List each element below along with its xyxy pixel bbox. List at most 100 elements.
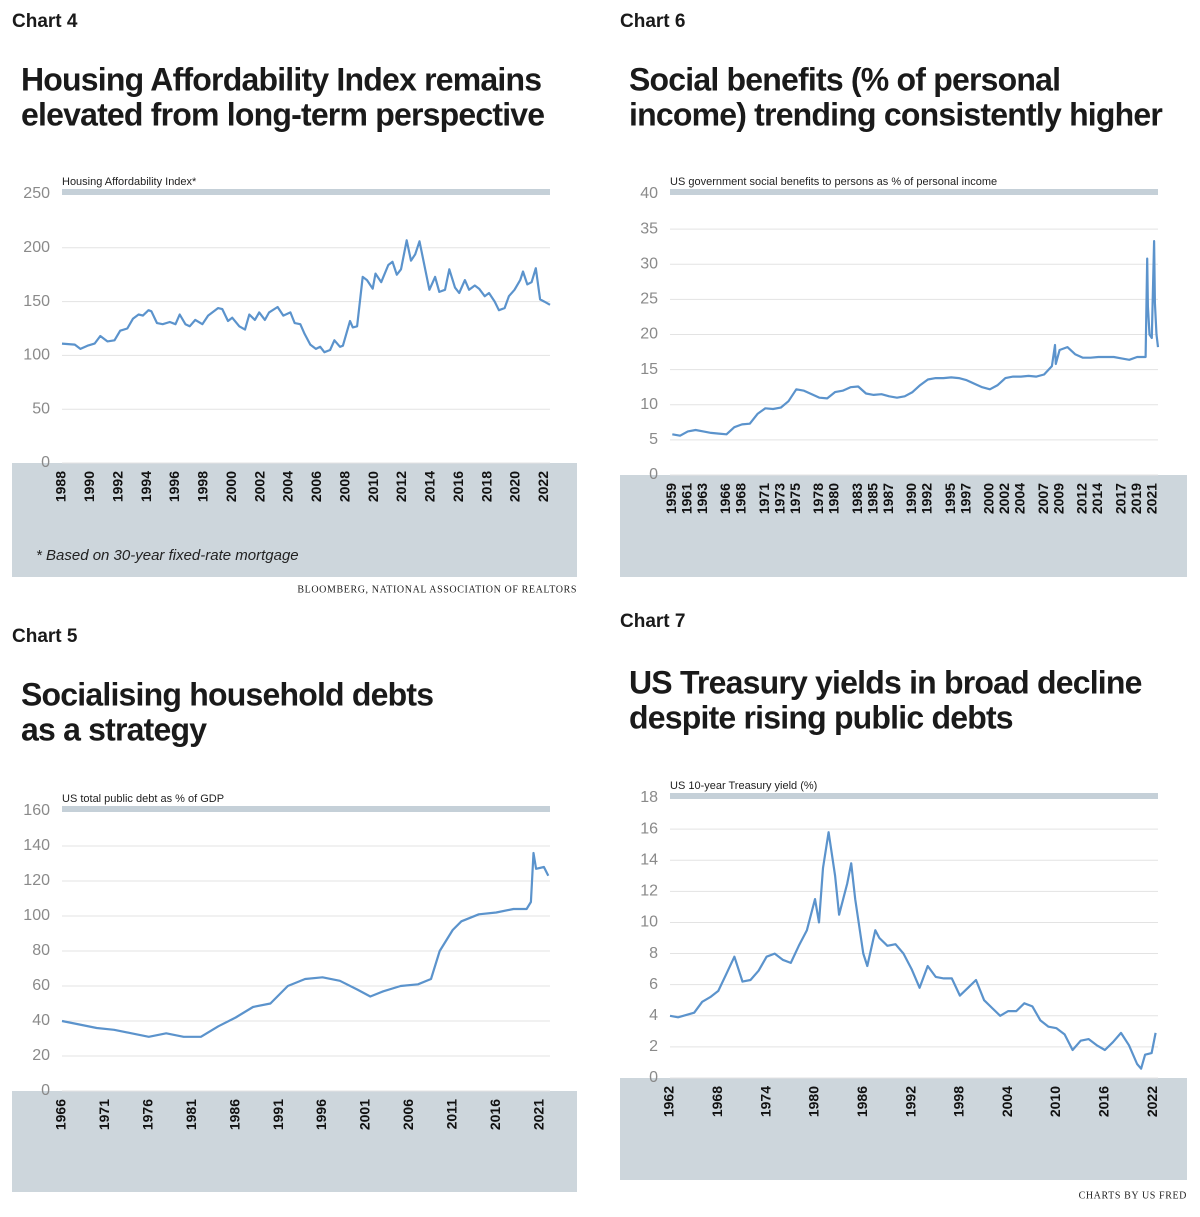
x-tick-label: 2017 <box>1112 483 1128 514</box>
chart-label: Chart 4 <box>12 11 78 32</box>
y-tick-label: 100 <box>23 907 50 924</box>
x-tick-label: 1986 <box>226 1099 242 1130</box>
y-tick-label: 6 <box>649 976 658 993</box>
x-tick-label: 1966 <box>53 1099 69 1130</box>
x-tick-label: 1961 <box>679 483 695 514</box>
chart-label: Chart 6 <box>620 11 685 32</box>
x-tick-label: 1981 <box>183 1099 199 1130</box>
source: CHARTS BY US FRED <box>1079 1190 1187 1201</box>
x-tick-label: 1992 <box>109 471 125 502</box>
y-tick-label: 16 <box>640 820 658 837</box>
y-tick-label: 40 <box>640 185 658 202</box>
y-tick-label: 0 <box>649 1069 658 1086</box>
x-tick-label: 1968 <box>709 1086 725 1117</box>
chart-title: Social benefits (% of personal <box>629 61 1060 97</box>
chart-title: US Treasury yields in broad decline <box>629 664 1142 700</box>
x-tick-label: 2009 <box>1050 483 1066 514</box>
x-tick-label: 2000 <box>223 471 239 502</box>
y-tick-label: 35 <box>640 220 658 237</box>
y-tick-label: 18 <box>640 789 658 806</box>
y-tick-label: 150 <box>23 293 50 310</box>
x-tick-label: 1990 <box>903 483 919 514</box>
axis-subtitle: US 10-year Treasury yield (%) <box>670 780 817 792</box>
y-tick-label: 5 <box>649 431 658 448</box>
x-axis-band <box>620 475 1187 577</box>
y-tick-label: 0 <box>41 454 50 471</box>
y-tick-label: 14 <box>640 851 658 868</box>
x-tick-label: 1997 <box>957 483 973 514</box>
data-line <box>61 851 550 1038</box>
y-tick-label: 30 <box>640 255 658 272</box>
x-tick-label: 1991 <box>270 1099 286 1130</box>
y-tick-label: 40 <box>32 1012 50 1029</box>
chart-title: income) trending consistently higher <box>629 96 1162 132</box>
y-tick-label: 12 <box>640 883 658 900</box>
x-tick-label: 2022 <box>535 471 551 502</box>
x-tick-label: 2012 <box>393 471 409 502</box>
x-tick-label: 2010 <box>1047 1086 1063 1117</box>
x-tick-label: 1973 <box>771 483 787 514</box>
x-tick-label: 2001 <box>357 1099 373 1130</box>
x-tick-label: 1994 <box>138 471 154 502</box>
x-tick-label: 2006 <box>308 471 324 502</box>
x-tick-label: 2021 <box>1143 483 1159 514</box>
x-tick-label: 1962 <box>661 1086 677 1117</box>
y-tick-label: 160 <box>23 802 50 819</box>
x-tick-label: 1974 <box>757 1086 773 1117</box>
x-tick-label: 1998 <box>951 1086 967 1117</box>
x-tick-label: 2008 <box>336 471 352 502</box>
x-tick-label: 1988 <box>53 471 69 502</box>
y-tick-label: 250 <box>23 185 50 202</box>
x-tick-label: 2004 <box>999 1086 1015 1117</box>
x-tick-label: 1978 <box>810 483 826 514</box>
data-line <box>61 239 551 354</box>
x-tick-label: 2016 <box>1096 1086 1112 1117</box>
axis-subtitle: US total public debt as % of GDP <box>62 793 224 805</box>
y-tick-label: 8 <box>649 945 658 962</box>
x-tick-label: 1983 <box>849 483 865 514</box>
x-tick-label: 1980 <box>826 483 842 514</box>
x-tick-label: 2019 <box>1128 483 1144 514</box>
chart-label: Chart 7 <box>620 611 685 632</box>
y-tick-label: 15 <box>640 361 658 378</box>
x-tick-label: 1966 <box>717 483 733 514</box>
y-tick-label: 25 <box>640 291 658 308</box>
chart-title: Housing Affordability Index remains <box>21 61 541 97</box>
x-tick-label: 1990 <box>81 471 97 502</box>
x-tick-label: 2004 <box>280 471 296 502</box>
x-tick-label: 2022 <box>1144 1086 1160 1117</box>
x-tick-label: 1980 <box>806 1086 822 1117</box>
y-tick-label: 100 <box>23 347 50 364</box>
y-tick-label: 0 <box>649 466 658 483</box>
x-tick-label: 1992 <box>919 483 935 514</box>
x-tick-label: 2021 <box>530 1099 546 1130</box>
chart-label: Chart 5 <box>12 626 78 647</box>
x-tick-label: 2018 <box>478 471 494 502</box>
x-tick-label: 1963 <box>694 483 710 514</box>
axis-subtitle: US government social benefits to persons… <box>670 176 997 188</box>
x-tick-label: 2014 <box>1089 483 1105 514</box>
chart-title: elevated from long-term perspective <box>21 96 544 132</box>
x-tick-label: 1985 <box>864 483 880 514</box>
chart-title: despite rising public debts <box>629 699 1013 735</box>
x-axis-band <box>12 463 577 577</box>
x-tick-label: 1986 <box>854 1086 870 1117</box>
data-line <box>672 240 1160 437</box>
x-tick-label: 1995 <box>942 483 958 514</box>
y-tick-label: 120 <box>23 872 50 889</box>
x-axis-band <box>12 1091 577 1192</box>
x-tick-label: 2006 <box>400 1099 416 1130</box>
y-tick-label: 2 <box>649 1038 658 1055</box>
x-tick-label: 2016 <box>487 1099 503 1130</box>
x-tick-label: 2016 <box>450 471 466 502</box>
x-tick-label: 1998 <box>195 471 211 502</box>
x-tick-label: 1975 <box>787 483 803 514</box>
y-tick-label: 140 <box>23 837 50 854</box>
x-tick-label: 1971 <box>756 483 772 514</box>
source: BLOOMBERG, NATIONAL ASSOCIATION OF REALT… <box>297 584 577 595</box>
x-tick-label: 1996 <box>166 471 182 502</box>
x-tick-label: 1971 <box>96 1099 112 1130</box>
x-tick-label: 1959 <box>663 483 679 514</box>
x-tick-label: 1992 <box>902 1086 918 1117</box>
